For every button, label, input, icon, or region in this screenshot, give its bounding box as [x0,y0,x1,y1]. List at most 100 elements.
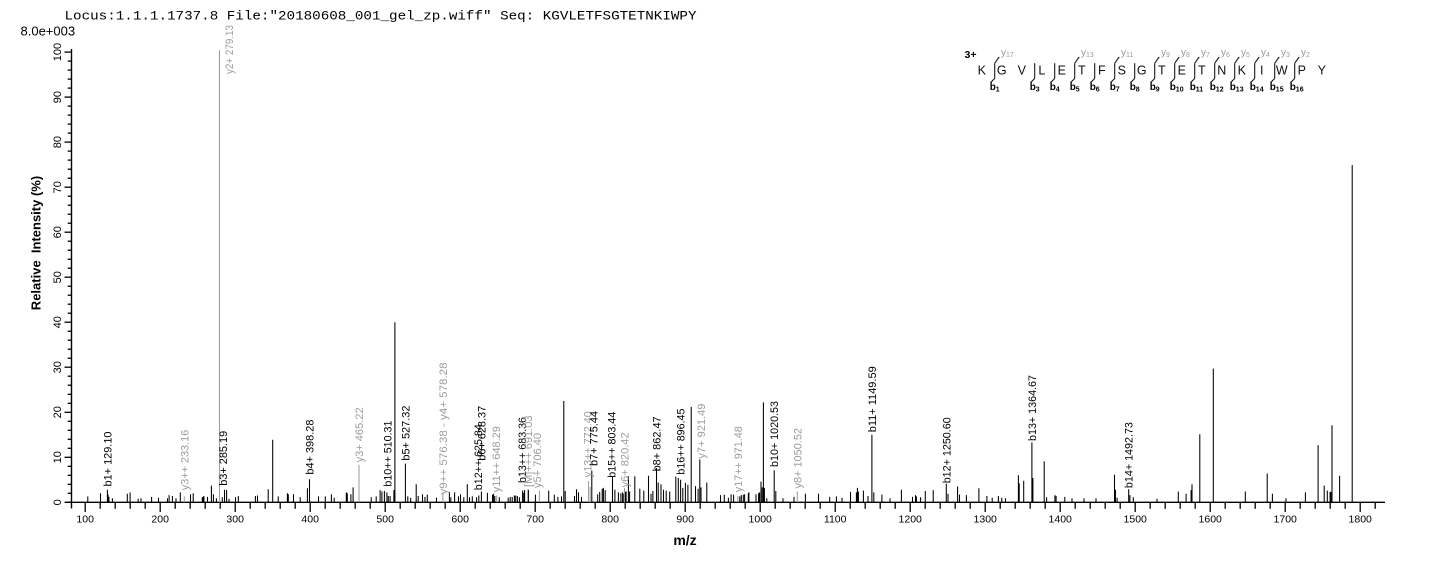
svg-text:b4+ 398.28: b4+ 398.28 [305,420,317,475]
svg-text:N: N [1217,64,1226,78]
svg-text:K: K [1238,64,1247,78]
svg-text:100: 100 [76,514,94,526]
svg-text:b15++ 803.44: b15++ 803.44 [607,412,619,478]
svg-text:y7+ 921.49: y7+ 921.49 [696,404,708,459]
svg-text:y11++ 648.29: y11++ 648.29 [491,426,503,492]
svg-text:y5+ 706.40: y5+ 706.40 [532,433,544,488]
svg-text:10: 10 [52,451,64,463]
svg-text:b1: b1 [990,82,1000,94]
svg-text:80: 80 [52,136,64,148]
svg-text:20: 20 [52,406,64,418]
svg-text:S: S [1118,64,1126,78]
svg-text:700: 700 [526,514,544,526]
svg-text:y13++ 772.40: y13++ 772.40 [583,411,595,477]
svg-text:y4: y4 [1261,48,1270,60]
svg-text:1600: 1600 [1199,514,1223,526]
svg-text:1500: 1500 [1124,514,1148,526]
svg-text:Y: Y [1318,64,1327,78]
svg-text:b10+ 1020.53: b10+ 1020.53 [769,401,781,467]
svg-text:900: 900 [676,514,694,526]
svg-text:70: 70 [52,181,64,193]
svg-text:b16: b16 [1290,82,1304,94]
svg-text:40: 40 [52,316,64,328]
svg-text:y3: y3 [1281,48,1290,60]
svg-text:b9: b9 [1150,82,1160,94]
svg-text:1000: 1000 [749,514,773,526]
svg-text:b14: b14 [1250,82,1264,94]
svg-text:b3: b3 [1030,82,1040,94]
svg-text:G: G [1137,64,1147,78]
svg-text:800: 800 [601,514,619,526]
svg-text:W: W [1276,64,1288,78]
svg-text:0: 0 [52,499,64,505]
svg-text:y17: y17 [1001,48,1014,60]
svg-text:b12++ 625.84: b12++ 625.84 [473,424,485,490]
svg-text:b6: b6 [1090,82,1100,94]
svg-text:Locus:1.1.1.1737.8 File:"20180: Locus:1.1.1.1737.8 File:"20180608_001_ge… [65,9,697,24]
svg-text:y7: y7 [1201,48,1210,60]
svg-text:8.0e+003: 8.0e+003 [21,24,76,39]
svg-text:1800: 1800 [1349,514,1373,526]
svg-text:b5: b5 [1070,82,1080,94]
svg-text:600: 600 [451,514,469,526]
svg-text:b13+ 1364.67: b13+ 1364.67 [1027,375,1039,441]
svg-text:Relative Intensity (%): Relative Intensity (%) [29,176,44,310]
svg-text:1100: 1100 [824,514,847,526]
svg-text:1300: 1300 [974,514,998,526]
svg-text:3+: 3+ [965,49,977,61]
svg-text:y9: y9 [1161,48,1170,60]
svg-text:y3+ 465.22: y3+ 465.22 [354,407,366,462]
svg-text:b15: b15 [1270,82,1284,94]
svg-text:b1+ 129.10: b1+ 129.10 [102,432,114,487]
svg-text:b6+ 628.37: b6+ 628.37 [477,406,489,461]
svg-text:y2: y2 [1301,48,1310,60]
svg-text:1200: 1200 [899,514,923,526]
svg-text:100: 100 [52,43,64,61]
svg-text:90: 90 [52,91,64,103]
svg-text:G: G [997,64,1007,78]
svg-text:b10++ 510.31: b10++ 510.31 [383,421,395,487]
svg-text:400: 400 [301,514,319,526]
svg-text:b8: b8 [1130,82,1140,94]
svg-text:b16++ 896.45: b16++ 896.45 [676,409,688,475]
svg-text:y3++ 233.16: y3++ 233.16 [179,430,191,491]
svg-text:y5: y5 [1241,48,1250,60]
svg-text:V: V [1018,64,1027,78]
svg-text:b8+ 862.47: b8+ 862.47 [652,416,664,471]
svg-text:y9++ 576.38 - y4+ 578.28: y9++ 576.38 - y4+ 578.28 [438,363,450,495]
svg-text:F: F [1098,64,1106,78]
svg-text:T: T [1158,64,1166,78]
svg-text:200: 200 [151,514,169,526]
svg-text:y8: y8 [1181,48,1190,60]
svg-text:T: T [1198,64,1206,78]
svg-text:y13: y13 [1081,48,1094,60]
svg-text:30: 30 [52,361,64,373]
svg-text:50: 50 [52,271,64,283]
svg-text:b13: b13 [1230,82,1244,94]
svg-text:b4: b4 [1050,82,1060,94]
svg-text:b3+ 285.19: b3+ 285.19 [218,431,230,486]
svg-text:y2+ 279.13: y2+ 279.13 [224,25,236,74]
svg-text:b5+ 527.32: b5+ 527.32 [400,406,412,461]
svg-text:300: 300 [226,514,244,526]
svg-text:m/z: m/z [673,532,696,548]
svg-text:60: 60 [52,226,64,238]
svg-text:1400: 1400 [1049,514,1073,526]
svg-text:K: K [978,64,987,78]
svg-text:b12+ 1250.60: b12+ 1250.60 [941,417,953,483]
svg-text:b7+ 775.44: b7+ 775.44 [588,411,600,466]
svg-text:b11+ 1149.59: b11+ 1149.59 [867,366,879,432]
svg-text:b12: b12 [1210,82,1224,94]
svg-text:b10: b10 [1170,82,1184,94]
svg-text:L: L [1038,64,1045,78]
svg-text:y17++ 971.48: y17++ 971.48 [733,426,745,492]
svg-text:b11: b11 [1190,82,1204,94]
svg-text:1700: 1700 [1274,514,1298,526]
svg-text:b13++ 683.36: b13++ 683.36 [517,417,529,483]
svg-text:y8+ 1050.52: y8+ 1050.52 [792,428,804,489]
svg-text:T: T [1078,64,1086,78]
svg-text:500: 500 [376,514,394,526]
svg-text:[M]+++ 691.03: [M]+++ 691.03 [523,416,535,488]
svg-text:E: E [1178,64,1186,78]
svg-text:E: E [1058,64,1066,78]
